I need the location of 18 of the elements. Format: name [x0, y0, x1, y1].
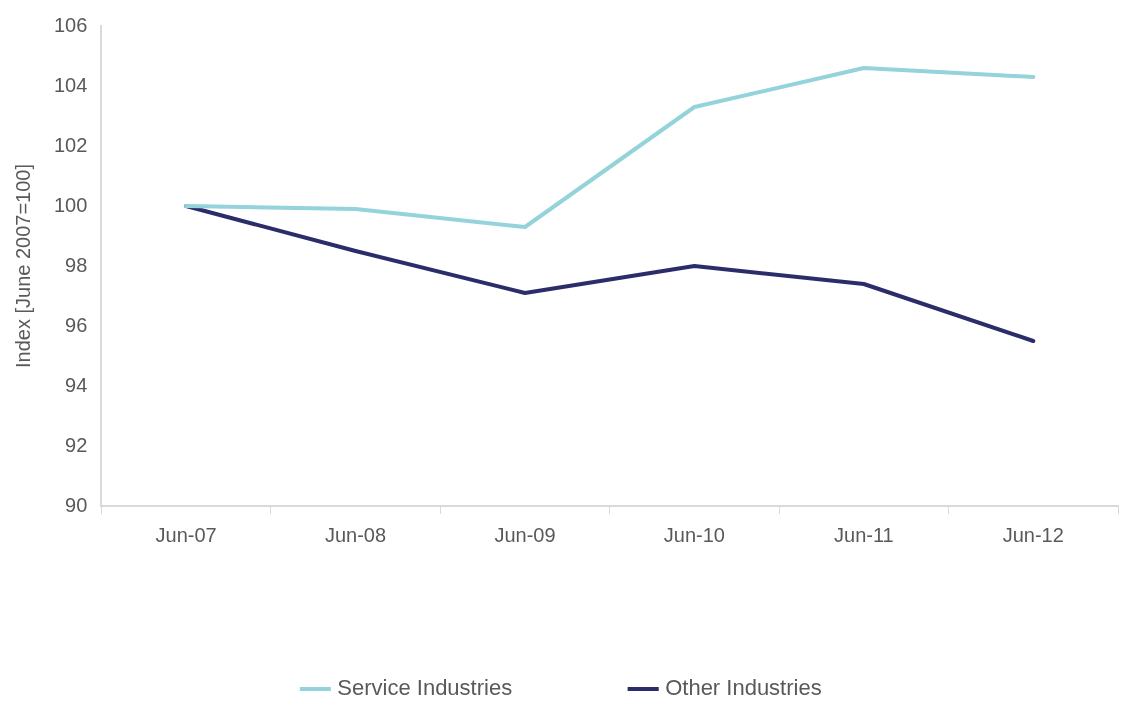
y-tick-label: 94	[65, 373, 88, 396]
x-tick-label: Jun-08	[324, 523, 387, 546]
y-axis-title: Index [June 2007=100]	[11, 163, 34, 369]
y-tick-label: 100	[53, 193, 88, 216]
x-tick-label: Jun-07	[155, 523, 217, 546]
y-tick-label: 96	[65, 313, 88, 336]
y-tick-label: 106	[53, 13, 88, 36]
x-tick-label: Jun-11	[834, 523, 894, 546]
x-tick-label: Jun-12	[1002, 523, 1064, 546]
y-tick-label: 104	[53, 73, 88, 96]
x-tick-label: Jun-09	[494, 523, 556, 546]
legend-label: Other Industries	[665, 675, 822, 701]
x-tick-label: Jun-10	[663, 523, 725, 546]
y-tick-label: 102	[53, 133, 88, 156]
y-tick-label: 92	[65, 433, 88, 456]
legend-label: Service Industries	[337, 675, 513, 701]
y-tick-label: 90	[65, 493, 88, 516]
y-tick-label: 98	[65, 253, 88, 276]
